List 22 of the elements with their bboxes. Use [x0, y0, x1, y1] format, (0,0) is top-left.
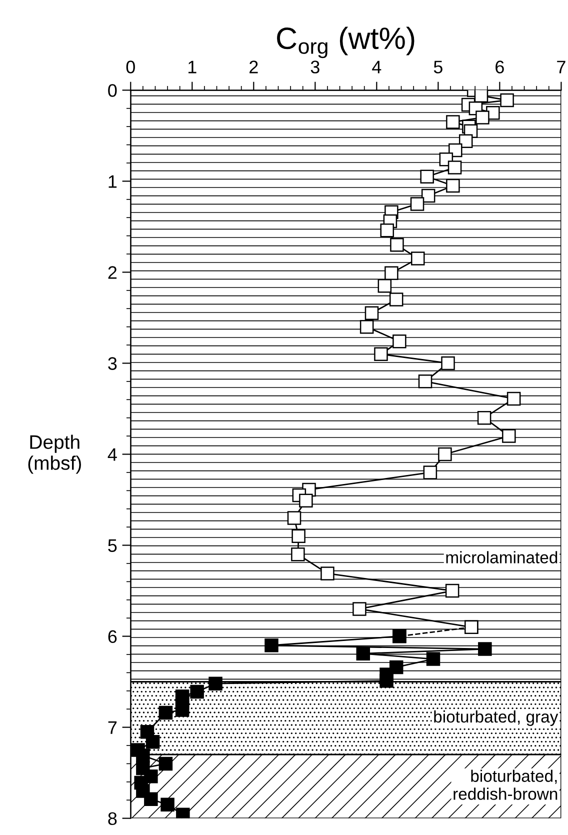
y-tick-label: 8 [108, 812, 117, 826]
y-tick-label: 6 [108, 630, 117, 643]
x-tick-label: 2 [250, 60, 258, 74]
x-tick-label: 4 [372, 60, 382, 74]
y-tick-label: 2 [108, 266, 117, 279]
band-label: bioturbated, reddish-brown [454, 770, 558, 800]
band-label: microlaminated [446, 551, 558, 564]
y-tick-label: 7 [108, 721, 117, 734]
y-tick-label: 0 [108, 84, 117, 97]
y-axis-title: Depth (mbsf) [28, 434, 81, 474]
band-label: bioturbated, gray [434, 710, 558, 726]
y-tick-label: 5 [108, 539, 117, 552]
y-tick-label: 1 [108, 175, 117, 188]
x-tick-label: 6 [496, 60, 504, 74]
y-tick-label: 3 [108, 357, 117, 370]
x-tick-label: 5 [434, 60, 442, 74]
x-axis-title: C$_{org}$ (wt%) [277, 26, 414, 58]
x-tick-label: 7 [557, 60, 566, 74]
x-tick-label: 3 [310, 60, 320, 74]
x-tick-label: 0 [126, 60, 135, 74]
y-tick-label: 4 [108, 448, 117, 461]
x-tick-label: 1 [188, 60, 196, 74]
